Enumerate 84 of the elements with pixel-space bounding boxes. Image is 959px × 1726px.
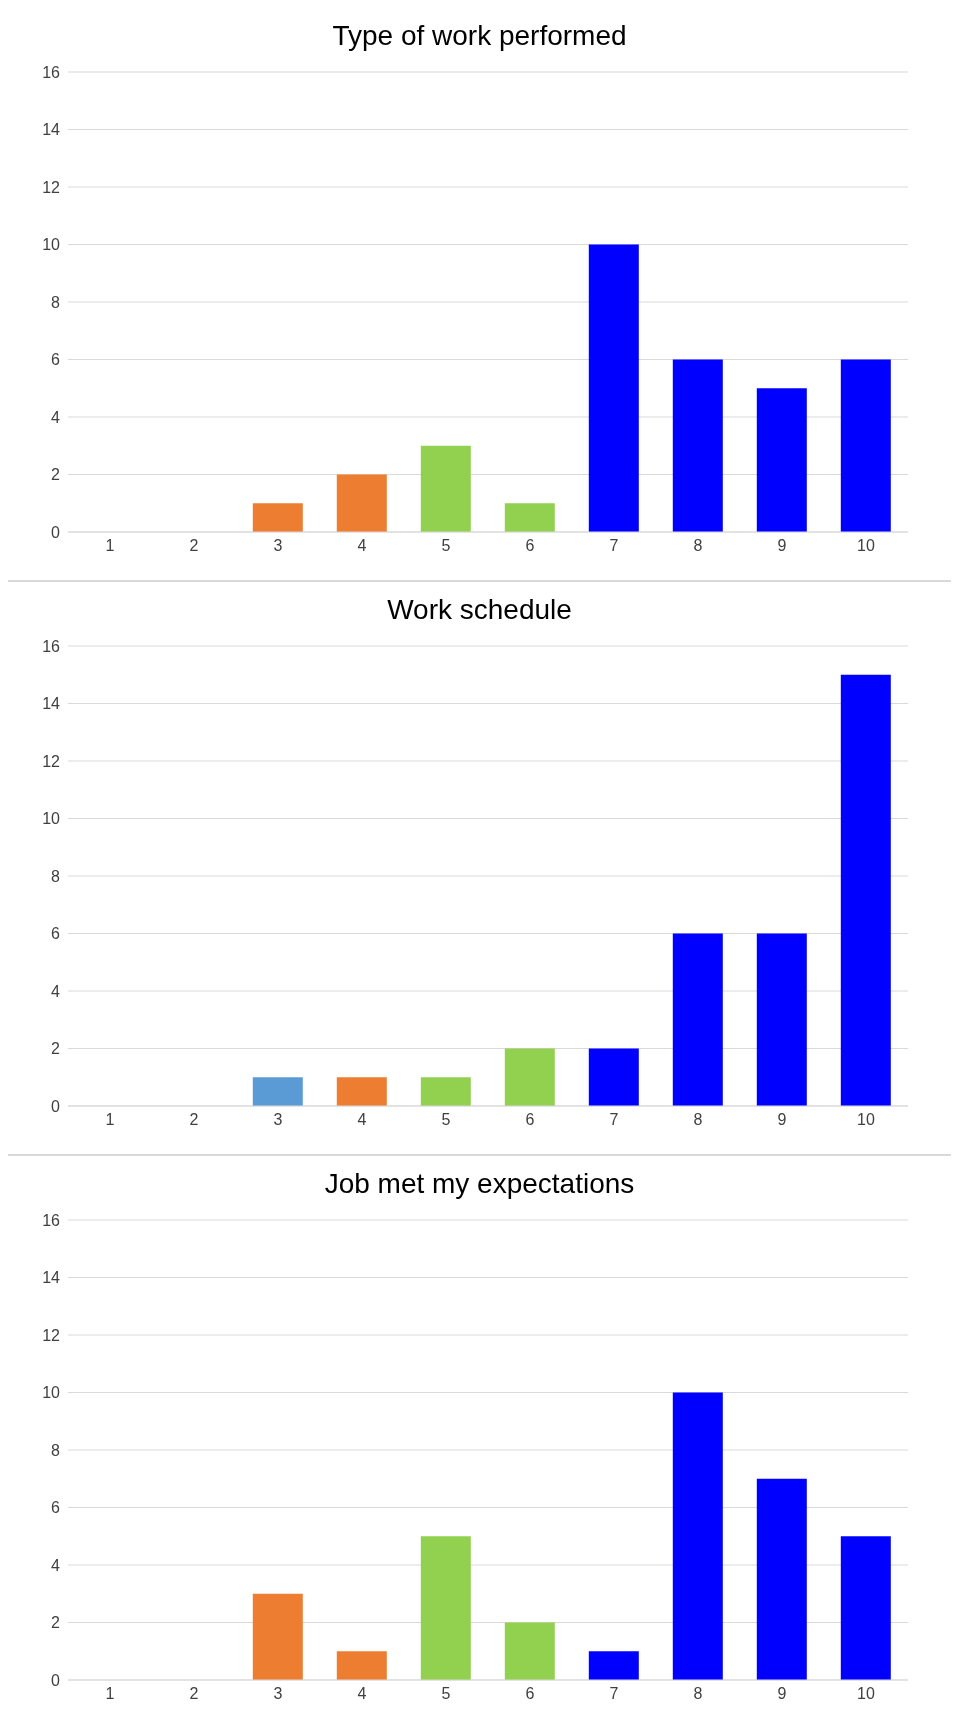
- bar: [756, 933, 807, 1106]
- y-tick-label: 10: [42, 236, 61, 254]
- x-tick-label: 2: [189, 1111, 199, 1129]
- y-tick-label: 4: [51, 408, 61, 426]
- bar: [504, 1622, 555, 1680]
- y-tick-label: 4: [51, 982, 61, 1000]
- x-tick-label: 1: [105, 537, 115, 555]
- x-tick-label: 4: [357, 537, 367, 555]
- bar: [672, 933, 723, 1106]
- bar: [588, 1651, 639, 1680]
- x-tick-label: 3: [273, 1111, 283, 1129]
- bar: [420, 1536, 471, 1680]
- bar: [672, 1392, 723, 1680]
- x-tick-label: 5: [441, 1111, 451, 1129]
- x-tick-label: 8: [693, 537, 703, 555]
- y-tick-label: 8: [51, 293, 61, 311]
- bar: [504, 503, 555, 532]
- chart-title: Type of work performed: [331, 20, 628, 52]
- x-tick-label: 6: [525, 1685, 535, 1703]
- x-tick-label: 10: [857, 537, 875, 555]
- chart-title: Work schedule: [386, 594, 573, 626]
- x-tick-label: 9: [777, 1111, 787, 1129]
- x-tick-label: 3: [273, 1685, 283, 1703]
- bar: [252, 1593, 303, 1680]
- y-tick-label: 12: [42, 1326, 61, 1344]
- y-tick-label: 8: [51, 867, 61, 885]
- bar: [588, 244, 639, 532]
- bar: [840, 674, 891, 1106]
- chart-title: Job met my expectations: [323, 1168, 636, 1200]
- x-tick-label: 2: [189, 537, 199, 555]
- bar: [756, 388, 807, 532]
- x-tick-label: 5: [441, 537, 451, 555]
- y-tick-label: 16: [42, 63, 61, 81]
- y-tick-label: 12: [42, 178, 61, 196]
- bar: [336, 474, 387, 532]
- y-tick-label: 14: [42, 1269, 61, 1287]
- x-tick-label: 8: [693, 1685, 703, 1703]
- bar: [252, 503, 303, 532]
- x-tick-label: 8: [693, 1111, 703, 1129]
- bar: [588, 1048, 639, 1106]
- x-tick-label: 4: [357, 1111, 367, 1129]
- y-tick-label: 6: [51, 1499, 61, 1517]
- bar: [840, 1536, 891, 1680]
- y-tick-label: 16: [42, 1211, 61, 1229]
- x-tick-label: 6: [525, 537, 535, 555]
- y-tick-label: 0: [51, 1097, 61, 1115]
- x-tick-label: 7: [609, 1111, 619, 1129]
- x-tick-label: 2: [189, 1685, 199, 1703]
- x-tick-label: 10: [857, 1111, 875, 1129]
- x-tick-label: 1: [105, 1685, 115, 1703]
- bar: [504, 1048, 555, 1106]
- x-tick-label: 3: [273, 537, 283, 555]
- y-tick-label: 16: [42, 637, 61, 655]
- x-tick-label: 7: [609, 537, 619, 555]
- bar: [840, 359, 891, 532]
- bar: [252, 1077, 303, 1106]
- x-tick-label: 1: [105, 1111, 115, 1129]
- y-tick-label: 14: [42, 695, 61, 713]
- y-tick-label: 10: [42, 810, 61, 828]
- y-tick-label: 4: [51, 1556, 61, 1574]
- x-tick-label: 9: [777, 1685, 787, 1703]
- y-tick-label: 6: [51, 351, 61, 369]
- bar: [420, 1077, 471, 1106]
- y-tick-label: 14: [42, 121, 61, 139]
- y-tick-label: 6: [51, 925, 61, 943]
- bar: [672, 359, 723, 532]
- y-tick-label: 0: [51, 523, 61, 541]
- y-tick-label: 2: [51, 1614, 61, 1632]
- x-tick-label: 5: [441, 1685, 451, 1703]
- y-tick-label: 2: [51, 466, 61, 484]
- x-tick-label: 6: [525, 1111, 535, 1129]
- x-tick-label: 4: [357, 1685, 367, 1703]
- y-tick-label: 8: [51, 1441, 61, 1459]
- bar: [336, 1077, 387, 1106]
- bar: [336, 1651, 387, 1680]
- y-tick-label: 12: [42, 752, 61, 770]
- x-tick-label: 9: [777, 537, 787, 555]
- y-tick-label: 10: [42, 1384, 61, 1402]
- bar: [756, 1478, 807, 1680]
- x-tick-label: 10: [857, 1685, 875, 1703]
- x-tick-label: 7: [609, 1685, 619, 1703]
- y-tick-label: 0: [51, 1671, 61, 1689]
- bar: [420, 445, 471, 532]
- y-tick-label: 2: [51, 1040, 61, 1058]
